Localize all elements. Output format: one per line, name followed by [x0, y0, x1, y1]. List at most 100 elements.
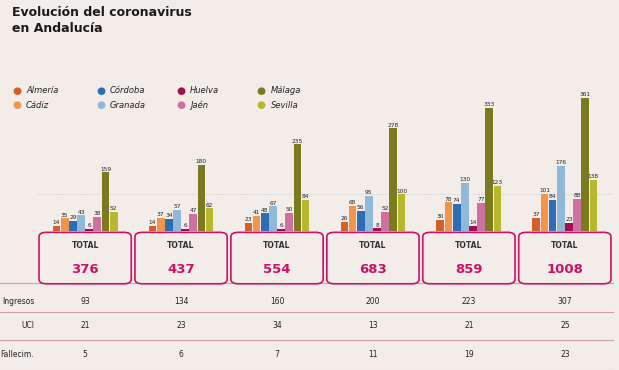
Bar — [548, 200, 556, 231]
Bar — [245, 223, 253, 231]
Text: 160: 160 — [270, 297, 284, 306]
Text: ●: ● — [257, 85, 266, 96]
Text: Córdoba: Córdoba — [110, 86, 145, 95]
Text: 437: 437 — [167, 263, 195, 276]
Bar — [269, 206, 277, 231]
Text: 68: 68 — [349, 200, 357, 205]
Bar — [181, 229, 189, 231]
Text: Málaga: Málaga — [271, 86, 301, 95]
Text: 180: 180 — [196, 159, 207, 164]
Bar — [110, 212, 118, 231]
Text: 6: 6 — [183, 223, 187, 228]
Bar — [340, 222, 348, 231]
Text: ●: ● — [176, 100, 186, 111]
Bar — [589, 180, 597, 231]
Bar — [261, 213, 269, 231]
Bar — [206, 208, 214, 231]
Bar — [53, 226, 61, 231]
Text: UCI: UCI — [21, 321, 34, 330]
Bar — [189, 214, 197, 231]
Text: 130: 130 — [459, 177, 470, 182]
Bar — [397, 194, 405, 231]
Text: 78: 78 — [445, 196, 452, 202]
Text: 23: 23 — [245, 217, 252, 222]
Text: 21: 21 — [80, 321, 90, 330]
Text: 235: 235 — [292, 138, 303, 144]
Text: 74: 74 — [453, 198, 461, 203]
Text: 88: 88 — [573, 193, 581, 198]
Text: 6: 6 — [87, 223, 91, 228]
Text: ●: ● — [12, 100, 22, 111]
Text: 23: 23 — [560, 350, 569, 359]
Text: Fallecim.: Fallecim. — [1, 350, 34, 359]
Bar — [381, 212, 389, 231]
Text: 223: 223 — [462, 297, 476, 306]
Text: 554: 554 — [263, 263, 291, 276]
Text: 25: 25 — [560, 321, 569, 330]
Text: 41: 41 — [253, 210, 261, 215]
Text: 52: 52 — [381, 206, 389, 211]
Text: 14: 14 — [149, 220, 156, 225]
Text: TOTAL: TOTAL — [551, 241, 579, 250]
Bar — [277, 229, 285, 231]
Bar — [444, 202, 452, 231]
Text: Evolución del coronavirus
en Andalucía: Evolución del coronavirus en Andalucía — [12, 6, 192, 35]
Text: 37: 37 — [532, 212, 540, 217]
Text: 29: 29 — [69, 215, 77, 220]
Text: 19: 19 — [464, 350, 474, 359]
Text: ●: ● — [96, 100, 105, 111]
Text: 5: 5 — [83, 350, 87, 359]
Bar — [477, 203, 485, 231]
Text: 23: 23 — [565, 217, 573, 222]
Text: 100: 100 — [396, 188, 407, 194]
Bar — [469, 226, 477, 231]
Bar — [301, 200, 310, 231]
Text: Jaén: Jaén — [190, 101, 208, 110]
Text: 200: 200 — [366, 297, 380, 306]
Bar — [69, 221, 77, 231]
Bar — [348, 206, 357, 231]
Text: 361: 361 — [580, 92, 591, 97]
Text: 376: 376 — [71, 263, 99, 276]
Bar — [389, 128, 397, 231]
Text: 101: 101 — [539, 188, 550, 193]
Text: 278: 278 — [387, 122, 399, 128]
Bar — [436, 220, 444, 231]
Text: ●: ● — [12, 85, 22, 96]
Text: 123: 123 — [492, 180, 503, 185]
Bar — [173, 210, 181, 231]
Bar — [573, 199, 581, 231]
Bar — [77, 215, 85, 231]
Text: TOTAL: TOTAL — [263, 241, 291, 250]
Text: TOTAL: TOTAL — [359, 241, 387, 250]
Text: 95: 95 — [365, 190, 373, 195]
Text: Sevilla: Sevilla — [271, 101, 298, 110]
Text: 14: 14 — [469, 220, 477, 225]
Text: 35: 35 — [61, 212, 69, 218]
Text: 307: 307 — [558, 297, 572, 306]
Bar — [102, 172, 110, 231]
Text: Granada: Granada — [110, 101, 145, 110]
Text: 333: 333 — [483, 102, 495, 107]
Bar — [540, 194, 548, 231]
Text: 62: 62 — [206, 202, 214, 208]
Bar — [365, 196, 373, 231]
Bar — [493, 186, 501, 231]
Text: 683: 683 — [359, 263, 387, 276]
Bar — [165, 219, 173, 231]
Bar — [85, 229, 93, 231]
Text: ●: ● — [176, 85, 186, 96]
Text: 34: 34 — [165, 213, 173, 218]
Text: 84: 84 — [549, 194, 556, 199]
Bar — [565, 223, 573, 231]
Bar — [293, 144, 301, 231]
Text: 6: 6 — [279, 223, 283, 228]
Text: 52: 52 — [110, 206, 118, 211]
Bar — [485, 108, 493, 231]
Bar — [61, 218, 69, 231]
Text: 84: 84 — [302, 194, 310, 199]
Text: 50: 50 — [285, 207, 293, 212]
Text: 67: 67 — [269, 201, 277, 206]
Bar — [581, 98, 589, 231]
Text: 21: 21 — [464, 321, 474, 330]
